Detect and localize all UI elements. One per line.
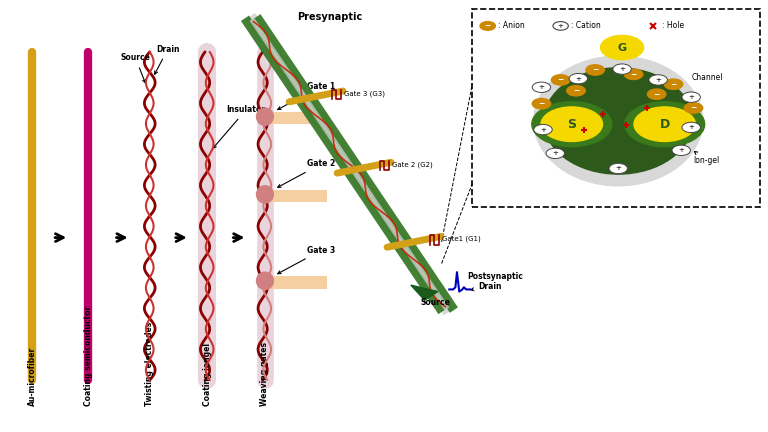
- Text: +: +: [619, 66, 625, 72]
- Text: −: −: [558, 76, 564, 84]
- Text: Gate 2 (G2): Gate 2 (G2): [392, 162, 433, 168]
- Circle shape: [682, 92, 700, 102]
- Text: G: G: [617, 42, 627, 53]
- Circle shape: [569, 73, 588, 84]
- Circle shape: [649, 75, 667, 85]
- Circle shape: [531, 102, 612, 147]
- Circle shape: [541, 107, 603, 142]
- Circle shape: [567, 86, 585, 96]
- Ellipse shape: [257, 108, 273, 125]
- Text: −: −: [538, 99, 545, 108]
- Text: Drain: Drain: [154, 45, 180, 74]
- Text: Weaving gates: Weaving gates: [260, 342, 270, 406]
- Text: −: −: [485, 22, 491, 30]
- Circle shape: [613, 64, 631, 74]
- Ellipse shape: [534, 56, 703, 186]
- Text: +: +: [615, 165, 621, 172]
- Text: +: +: [688, 94, 694, 100]
- Text: : Anion: : Anion: [498, 22, 525, 30]
- Text: Gate 2: Gate 2: [278, 159, 336, 187]
- Text: +: +: [552, 150, 558, 156]
- Circle shape: [664, 79, 683, 89]
- Text: D: D: [660, 118, 670, 131]
- Text: −: −: [670, 80, 677, 89]
- Bar: [270, 112, 327, 124]
- Text: Gate 1: Gate 1: [278, 82, 336, 110]
- Circle shape: [601, 35, 644, 60]
- Circle shape: [551, 75, 570, 85]
- Text: +: +: [655, 77, 661, 83]
- Circle shape: [586, 65, 604, 75]
- Circle shape: [682, 122, 700, 133]
- Text: Gate1 (G1): Gate1 (G1): [442, 236, 481, 242]
- Circle shape: [624, 69, 643, 79]
- Circle shape: [647, 89, 666, 99]
- Text: +: +: [575, 76, 581, 82]
- Text: Au-microfiber: Au-microfiber: [28, 347, 37, 406]
- Text: Gate 3 (G3): Gate 3 (G3): [344, 90, 385, 97]
- Text: Coating iongel: Coating iongel: [203, 343, 212, 406]
- Circle shape: [672, 145, 690, 156]
- Circle shape: [532, 82, 551, 92]
- Circle shape: [532, 98, 551, 109]
- Text: −: −: [573, 86, 579, 95]
- Text: Coating semiconductor: Coating semiconductor: [84, 306, 93, 406]
- Circle shape: [609, 163, 627, 174]
- Ellipse shape: [257, 272, 273, 289]
- Text: Ion-gel: Ion-gel: [694, 152, 720, 165]
- Text: +: +: [538, 84, 545, 90]
- Text: −: −: [654, 90, 660, 98]
- Bar: [472, 9, 760, 207]
- Text: Drain: Drain: [471, 283, 502, 292]
- Text: +: +: [688, 124, 694, 130]
- Text: : Cation: : Cation: [571, 22, 601, 30]
- Text: Postsynaptic: Postsynaptic: [467, 272, 523, 281]
- Text: Twisting electrodes: Twisting electrodes: [145, 322, 154, 406]
- Circle shape: [553, 22, 568, 30]
- Text: +: +: [678, 147, 684, 153]
- Circle shape: [480, 22, 495, 30]
- Ellipse shape: [544, 68, 693, 174]
- Circle shape: [634, 107, 696, 142]
- Circle shape: [534, 124, 552, 135]
- Text: −: −: [690, 104, 697, 112]
- Text: Channel: Channel: [641, 73, 723, 93]
- Polygon shape: [411, 285, 438, 300]
- Bar: [270, 276, 327, 289]
- Text: Presynaptic: Presynaptic: [298, 12, 362, 22]
- Circle shape: [546, 148, 564, 159]
- Bar: [270, 190, 327, 202]
- Text: −: −: [592, 66, 598, 74]
- Circle shape: [625, 102, 705, 147]
- Text: Source: Source: [121, 54, 151, 83]
- Text: Source: Source: [421, 298, 451, 307]
- Text: S: S: [568, 118, 576, 131]
- Ellipse shape: [257, 186, 273, 203]
- Text: Insulator: Insulator: [213, 105, 266, 148]
- Text: +: +: [540, 127, 546, 133]
- Text: : Hole: : Hole: [662, 22, 684, 30]
- Circle shape: [684, 103, 703, 113]
- Text: +: +: [558, 23, 564, 29]
- Text: −: −: [631, 70, 637, 79]
- Text: Gate 3: Gate 3: [278, 246, 336, 274]
